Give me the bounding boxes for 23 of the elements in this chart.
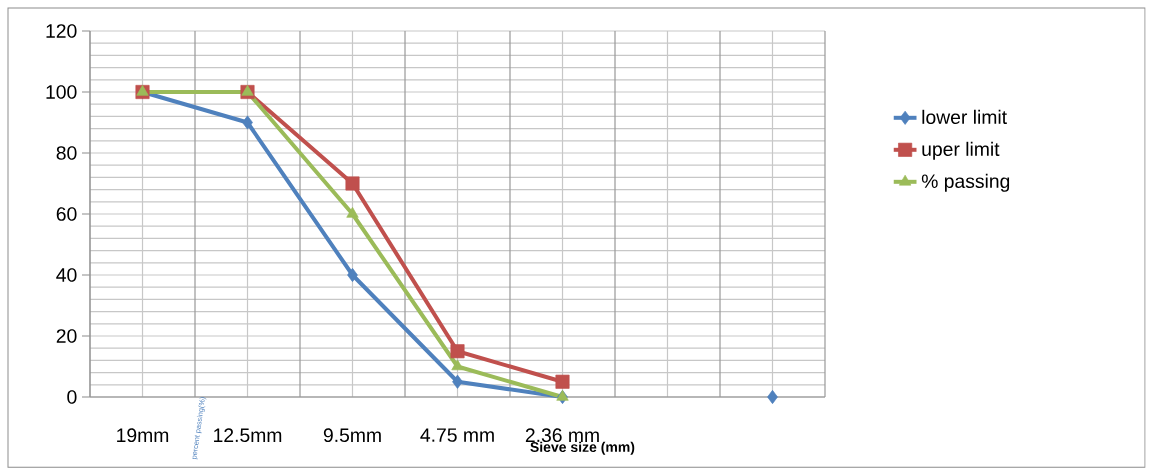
x-axis-title: Sieve size (mm) [530, 441, 635, 455]
y-tick-label: 60 [56, 207, 77, 221]
legend-label: lower limit [922, 109, 1007, 124]
x-tick-label: 19mm [117, 428, 169, 443]
point [555, 374, 570, 389]
point [451, 359, 464, 371]
y-tick-label: 80 [56, 146, 77, 160]
y-tick-label: 120 [46, 24, 77, 38]
y-tick-label: 0 [67, 390, 77, 404]
x-tick-label: 4.75 mm [420, 428, 494, 442]
point [242, 115, 253, 130]
x-tick-label: 9.5mm [323, 428, 381, 443]
y-tick-label: 40 [56, 268, 77, 282]
point [345, 176, 360, 191]
legend-label: uper limit [922, 141, 1000, 160]
point [452, 374, 463, 389]
point [450, 344, 465, 359]
y-tick-label: 20 [56, 329, 77, 343]
y-tick-label: 100 [46, 85, 77, 99]
legend-label: % passing [921, 173, 1010, 192]
x-tick-label: 12.5mm [214, 428, 282, 443]
point [346, 206, 359, 218]
x-tick-label: 2.36 mm [525, 428, 599, 443]
